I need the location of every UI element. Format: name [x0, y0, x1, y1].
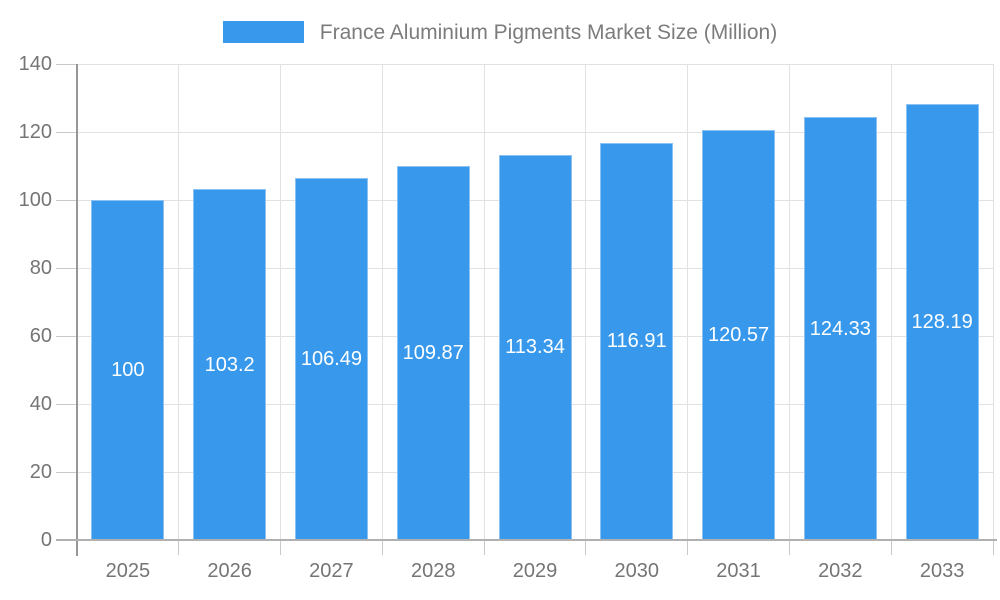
- bar-2030[interactable]: [600, 142, 674, 540]
- bar-2029[interactable]: [498, 154, 572, 540]
- bar-2032[interactable]: [803, 117, 877, 540]
- bar-2028[interactable]: [396, 166, 470, 540]
- x-axis-tick-label: 2029: [512, 560, 558, 582]
- y-axis-tick-mark: [56, 335, 77, 337]
- y-axis-tick-label: 20: [29, 461, 52, 483]
- h-gridline: [77, 131, 993, 133]
- x-axis-tick-label: 2028: [410, 560, 456, 582]
- x-axis-tick-mark: [483, 540, 485, 555]
- bar-2027[interactable]: [294, 177, 368, 540]
- bar-2025[interactable]: [91, 200, 165, 540]
- x-axis-tick-mark: [280, 540, 282, 555]
- v-gridline: [992, 64, 994, 540]
- v-gridline: [788, 64, 790, 540]
- y-axis-tick-label: 40: [29, 393, 52, 415]
- x-axis-tick-mark: [788, 540, 790, 555]
- y-axis-tick-mark: [56, 131, 77, 133]
- legend-item[interactable]: France Aluminium Pigments Market Size (M…: [222, 20, 778, 44]
- y-axis-tick-mark: [56, 63, 77, 65]
- v-gridline: [178, 64, 180, 540]
- v-gridline: [280, 64, 282, 540]
- x-axis-tick-mark: [178, 540, 180, 555]
- y-axis-tick-label: 100: [18, 189, 52, 211]
- x-axis-tick-label: 2025: [105, 560, 151, 582]
- legend-swatch: [222, 21, 304, 43]
- v-gridline: [687, 64, 689, 540]
- x-axis-tick-mark: [992, 540, 994, 555]
- chart-legend: France Aluminium Pigments Market Size (M…: [0, 20, 1000, 44]
- y-axis-tick-label: 0: [40, 529, 52, 551]
- y-axis-tick-mark: [56, 267, 77, 269]
- v-gridline: [585, 64, 587, 540]
- y-axis-tick-label: 140: [18, 53, 52, 75]
- x-axis-tick-label: 2033: [919, 560, 965, 582]
- y-axis-tick-mark: [56, 199, 77, 201]
- y-axis-tick-mark: [56, 471, 77, 473]
- h-gridline: [77, 63, 993, 65]
- x-axis-tick-mark: [381, 540, 383, 555]
- x-axis-tick-label: 2030: [614, 560, 660, 582]
- v-gridline: [890, 64, 892, 540]
- x-axis-tick-mark: [890, 540, 892, 555]
- bar-2033[interactable]: [905, 104, 979, 540]
- y-axis-tick-label: 80: [29, 257, 52, 279]
- bar-2026[interactable]: [193, 189, 267, 540]
- y-axis-tick-mark: [56, 403, 77, 405]
- y-axis-tick-label: 60: [29, 325, 52, 347]
- bar-2031[interactable]: [702, 130, 776, 540]
- x-axis-tick-mark: [585, 540, 587, 555]
- v-gridline: [483, 64, 485, 540]
- x-axis-tick-mark: [687, 540, 689, 555]
- y-axis-tick-label: 120: [18, 121, 52, 143]
- x-axis-line: [56, 539, 997, 541]
- x-axis-tick-label: 2026: [207, 560, 252, 582]
- x-axis-tick-label: 2031: [716, 560, 761, 582]
- x-axis-tick-label: 2027: [309, 560, 354, 582]
- v-gridline: [381, 64, 383, 540]
- y-axis-line: [76, 64, 78, 556]
- x-axis-tick-label: 2032: [818, 560, 863, 582]
- legend-label: France Aluminium Pigments Market Size (M…: [319, 20, 778, 44]
